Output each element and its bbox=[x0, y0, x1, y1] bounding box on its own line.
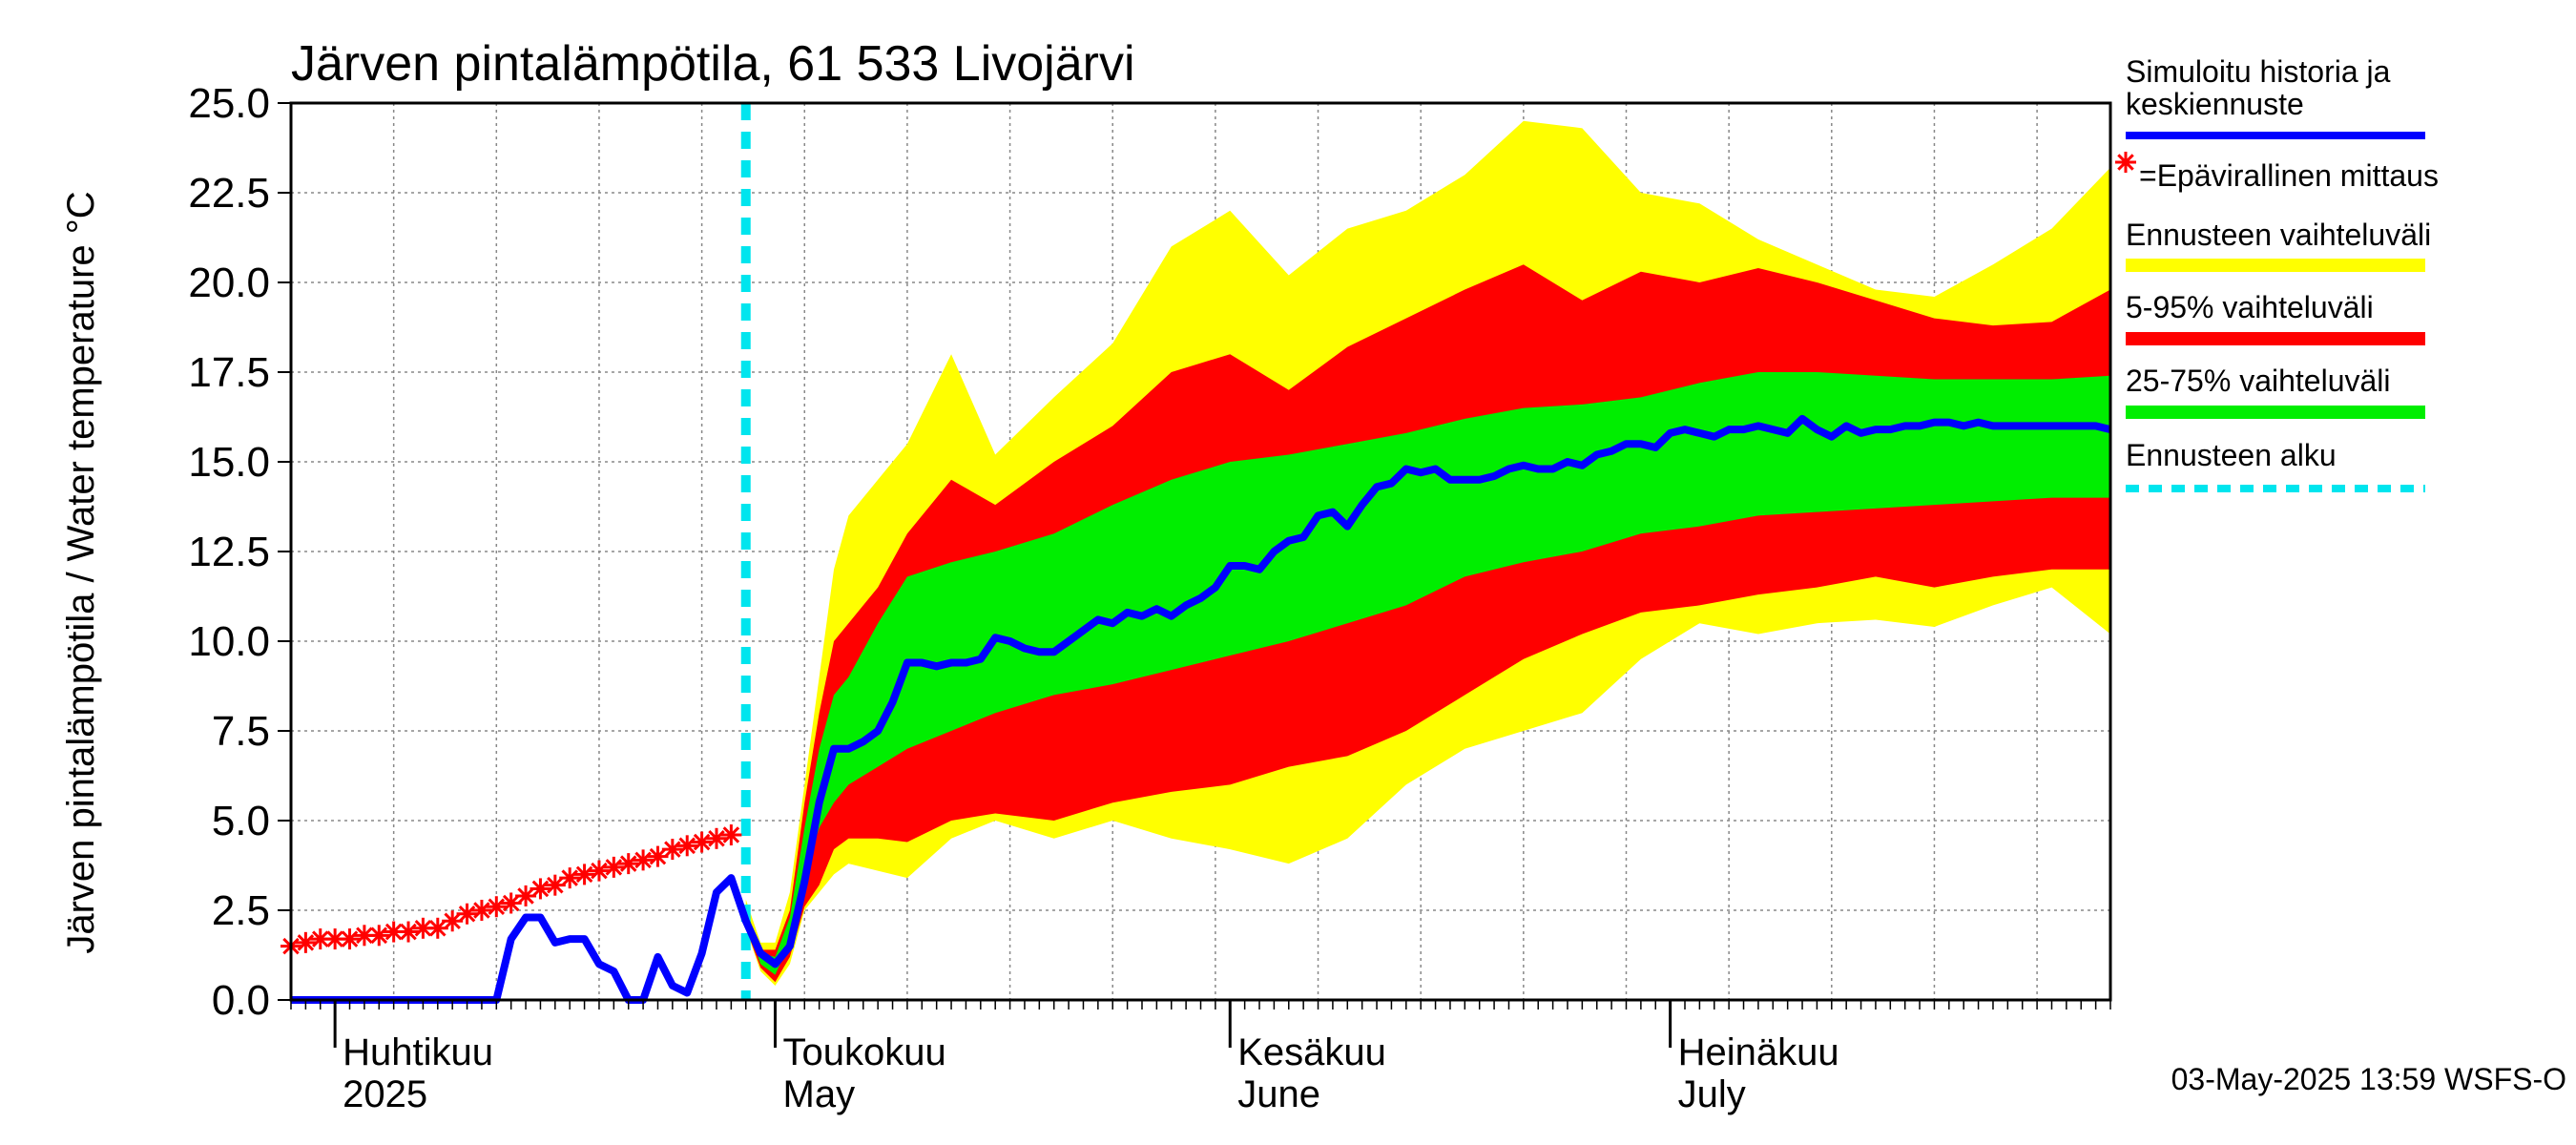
legend-label: Ennusteen alku bbox=[2126, 438, 2337, 472]
measurement-marker bbox=[647, 845, 669, 867]
simulated-series-line bbox=[291, 414, 2111, 1004]
x-month-label: Huhtikuu bbox=[343, 1031, 493, 1073]
legend-label: Ennusteen vaihteluväli bbox=[2126, 218, 2431, 252]
measurement-marker bbox=[324, 928, 346, 950]
y-tick-label: 7.5 bbox=[212, 708, 270, 755]
measurement-marker bbox=[691, 831, 713, 853]
x-month-label: Heinäkuu bbox=[1678, 1031, 1839, 1073]
measurement-marker bbox=[515, 885, 537, 906]
x-month-sublabel: June bbox=[1237, 1073, 1320, 1115]
timestamp-footer: 03-May-2025 13:59 WSFS-O bbox=[2171, 1062, 2566, 1096]
y-tick-label: 12.5 bbox=[188, 529, 270, 575]
x-month-label: Kesäkuu bbox=[1237, 1031, 1386, 1073]
y-axis-label: Järven pintalämpötila / Water temperatur… bbox=[60, 191, 102, 953]
measurement-marker bbox=[368, 925, 390, 947]
y-tick-label: 17.5 bbox=[188, 349, 270, 396]
measurement-marker bbox=[720, 824, 742, 846]
legend-label: Simuloitu historia ja bbox=[2126, 54, 2391, 89]
measurement-marker bbox=[456, 903, 478, 925]
y-tick-label: 5.0 bbox=[212, 798, 270, 844]
legend-label: keskiennuste bbox=[2126, 87, 2304, 121]
measurement-marker bbox=[442, 910, 464, 932]
legend-marker bbox=[2115, 152, 2136, 173]
y-tick-label: 15.0 bbox=[188, 439, 270, 486]
measurement-marker bbox=[486, 896, 508, 918]
band-25-75 bbox=[745, 372, 2110, 975]
legend-label: 25-75% vaihteluväli bbox=[2126, 364, 2391, 398]
measurement-marker bbox=[398, 921, 420, 943]
measurement-marker bbox=[573, 864, 595, 885]
measurement-marker bbox=[339, 928, 361, 950]
measurement-marker bbox=[544, 874, 566, 896]
measurement-marker bbox=[530, 878, 551, 900]
measurement-marker bbox=[705, 827, 727, 849]
y-tick-label: 25.0 bbox=[188, 80, 270, 127]
legend-label: =Epävirallinen mittaus bbox=[2139, 158, 2439, 193]
y-tick-label: 2.5 bbox=[212, 887, 270, 934]
x-month-sublabel: July bbox=[1678, 1073, 1746, 1115]
measurement-marker bbox=[676, 835, 698, 857]
measurement-marker bbox=[500, 892, 522, 914]
legend-label: 5-95% vaihteluväli bbox=[2126, 290, 2374, 324]
measurement-marker bbox=[426, 917, 448, 939]
measurement-marker bbox=[661, 839, 683, 861]
measurement-marker bbox=[633, 849, 654, 871]
y-tick-label: 0.0 bbox=[212, 977, 270, 1024]
measurement-marker bbox=[617, 853, 639, 875]
chart-title: Järven pintalämpötila, 61 533 Livojärvi bbox=[291, 36, 1135, 92]
y-tick-label: 22.5 bbox=[188, 170, 270, 217]
y-tick-label: 20.0 bbox=[188, 260, 270, 306]
y-tick-label: 10.0 bbox=[188, 618, 270, 665]
measurement-marker bbox=[559, 867, 581, 889]
measurement-marker bbox=[295, 931, 317, 953]
x-month-sublabel: 2025 bbox=[343, 1073, 427, 1115]
x-month-label: Toukokuu bbox=[783, 1031, 946, 1073]
measurement-marker bbox=[470, 900, 492, 921]
x-month-sublabel: May bbox=[783, 1073, 856, 1115]
plot-area: 0.0 2.5 5.0 7.5 10.0 12.5 15.0 17.5 20.0 22.5 25.0… bbox=[188, 80, 2112, 1115]
measurement-marker bbox=[588, 860, 610, 882]
measurement-marker bbox=[603, 856, 625, 878]
